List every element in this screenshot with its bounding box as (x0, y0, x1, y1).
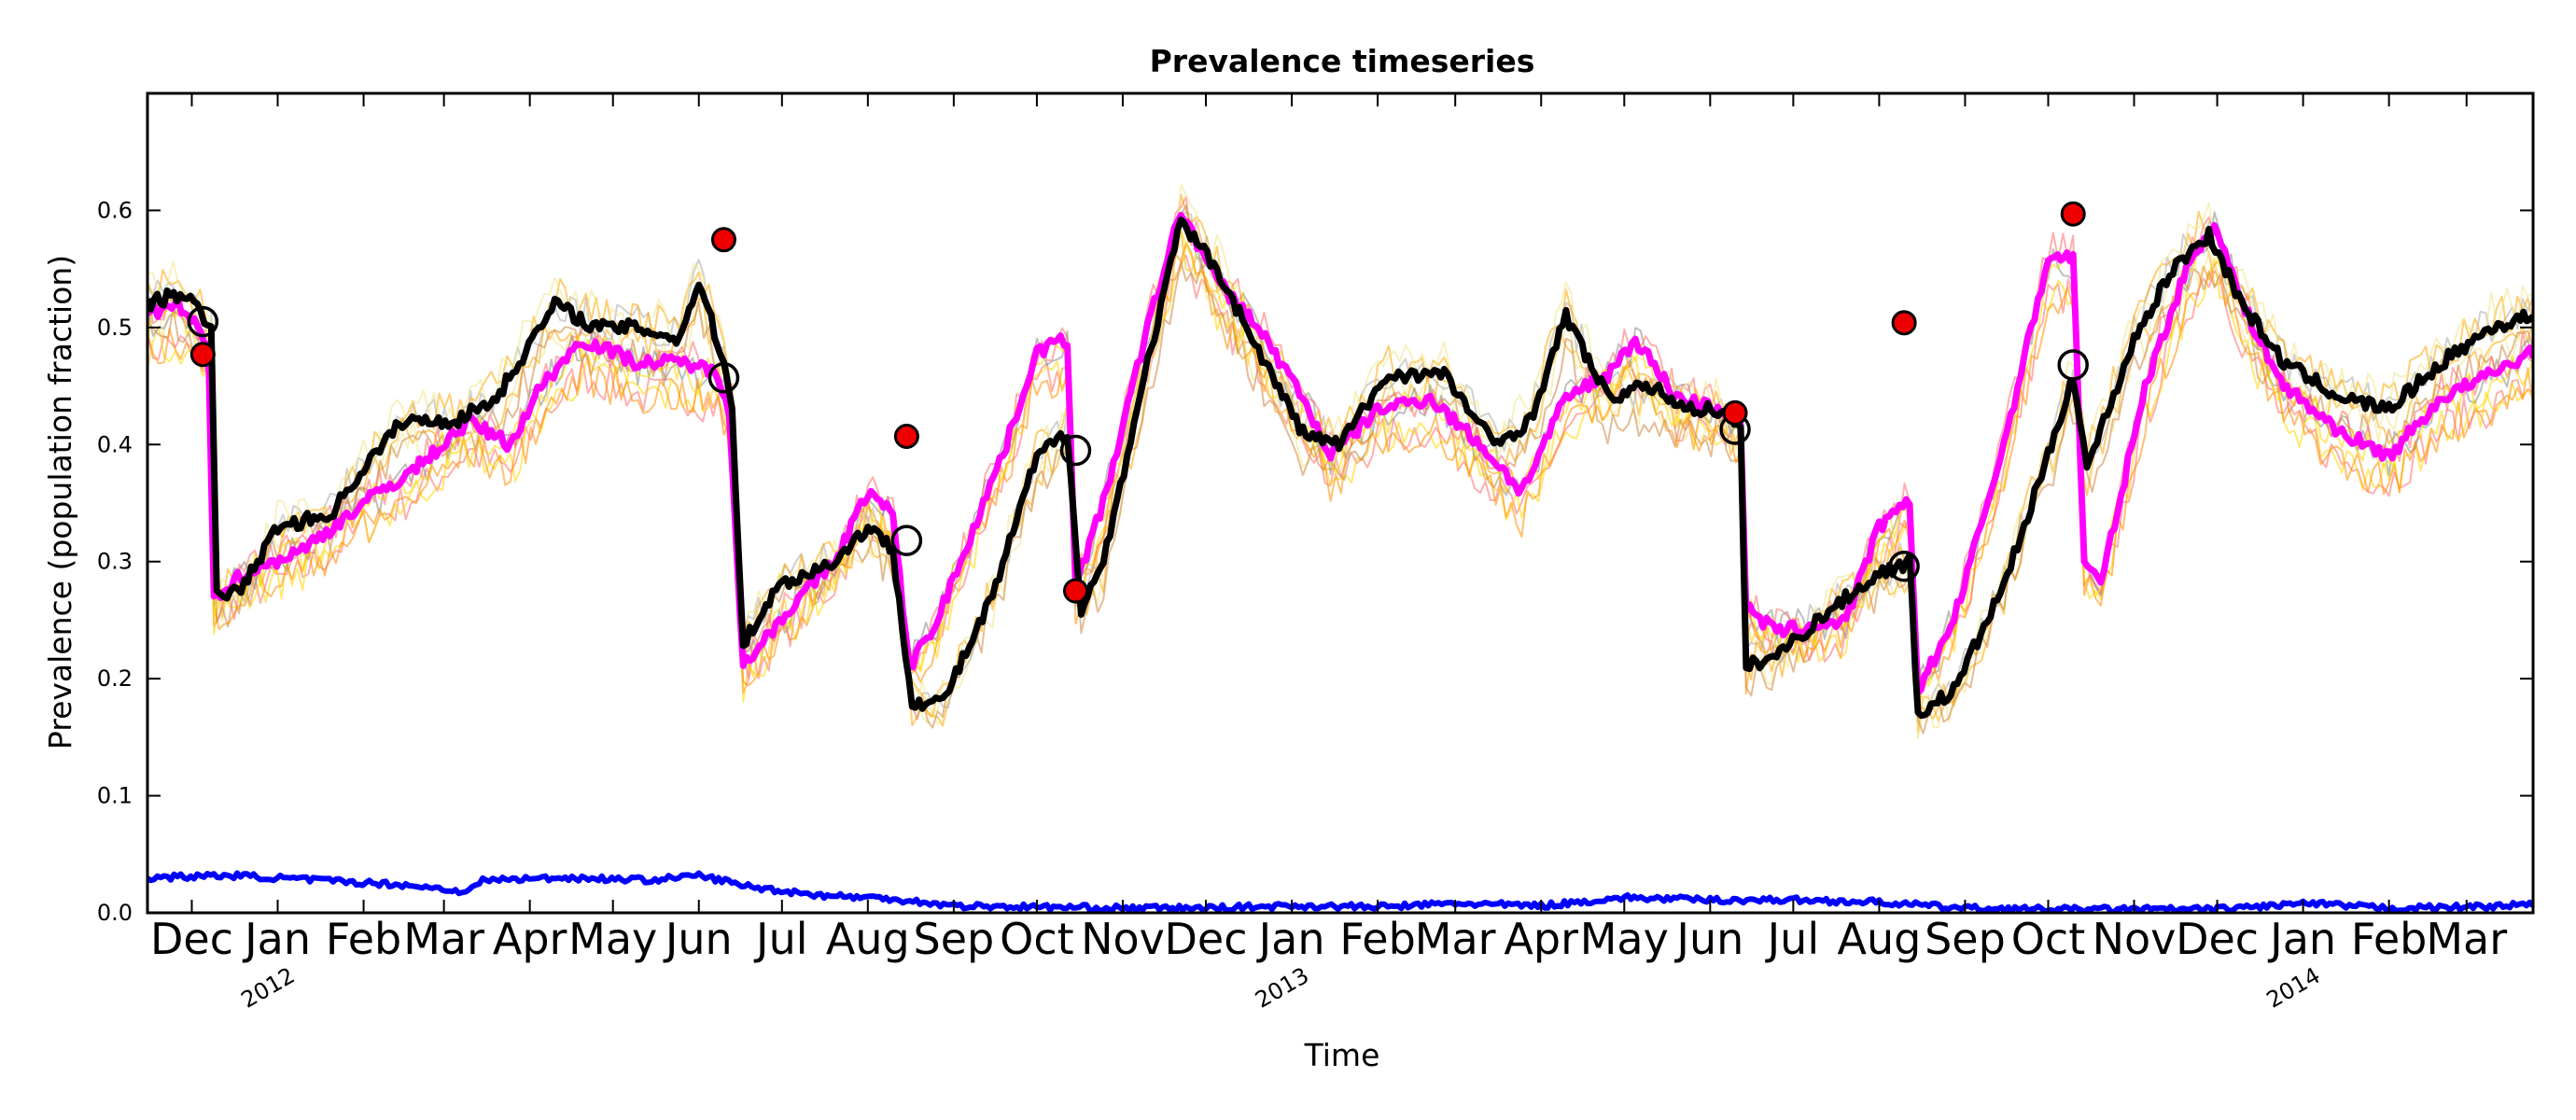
x-month-label: Dec (2176, 914, 2259, 964)
plot-frame (146, 91, 2535, 915)
x-month-label: Jan (2267, 914, 2336, 964)
open-circle-marker (1888, 550, 1920, 582)
y-tick-label: 0.1 (97, 783, 133, 809)
open-circle-marker (707, 362, 740, 394)
x-month-label: Sep (1925, 914, 2006, 964)
ensemble-line (147, 260, 2533, 735)
x-month-label: Apr (493, 914, 567, 964)
x-month-label: Aug (826, 914, 910, 964)
x-year-label: 2014 (2262, 962, 2325, 1014)
y-tick-label: 0.2 (97, 665, 133, 692)
x-month-label: Nov (2093, 914, 2177, 964)
red-circle-marker (1722, 399, 1748, 426)
x-month-label: Dec (1165, 914, 1248, 964)
series-line-black (147, 217, 2533, 720)
red-circle-marker (710, 227, 736, 253)
open-circle-marker (1059, 434, 1092, 467)
red-circle-marker (1062, 578, 1088, 604)
x-month-label: Jan (242, 914, 311, 964)
open-circle-marker (2057, 349, 2089, 381)
x-month-label: Jan (1256, 914, 1325, 964)
ensemble-line (147, 242, 2533, 711)
x-month-label: Oct (1000, 914, 1074, 964)
x-month-label: Mar (1415, 914, 1496, 964)
x-axis-label: Time (1304, 1037, 1380, 1073)
x-month-label: Feb (1339, 914, 1415, 964)
x-month-label: May (568, 914, 657, 964)
y-tick-label: 0.6 (97, 197, 133, 223)
x-month-label: Feb (326, 914, 401, 964)
x-month-label: Nov (1081, 914, 1165, 964)
x-month-label: Jun (1673, 914, 1743, 964)
y-tick-label: 0.5 (97, 315, 133, 341)
x-month-label: Mar (2426, 914, 2507, 964)
open-circle-marker (187, 305, 219, 338)
x-month-label: Aug (1837, 914, 1921, 964)
markers (187, 201, 2089, 604)
x-month-label: Apr (1504, 914, 1578, 964)
chart-title: Prevalence timeseries (1150, 43, 1535, 79)
red-circle-marker (1891, 310, 1917, 336)
red-circle-marker (2060, 201, 2086, 227)
x-month-label: Jul (753, 914, 808, 964)
x-year-label: 2013 (1251, 962, 1313, 1014)
y-tick-label: 0.4 (97, 431, 133, 457)
x-month-label: Sep (914, 914, 995, 964)
x-month-label: Oct (2011, 914, 2086, 964)
y-axis-label: Prevalence (population fraction) (42, 255, 78, 749)
x-month-label: Dec (150, 914, 233, 964)
x-month-label: Feb (2351, 914, 2427, 964)
x-month-label: Jul (1765, 914, 1820, 964)
ensemble-line (147, 184, 2533, 713)
red-circle-marker (189, 342, 216, 368)
y-tick-label: 0.3 (97, 549, 133, 575)
series-line-blue (147, 870, 2533, 913)
x-month-label: Jun (663, 914, 733, 964)
red-circle-marker (893, 424, 919, 450)
x-month-label: May (1580, 914, 1669, 964)
open-circle-marker (890, 525, 923, 556)
x-month-label: Mar (403, 914, 484, 964)
plot-area (147, 184, 2533, 913)
x-year-label: 2012 (237, 962, 300, 1014)
y-tick-label: 0.0 (97, 900, 133, 926)
